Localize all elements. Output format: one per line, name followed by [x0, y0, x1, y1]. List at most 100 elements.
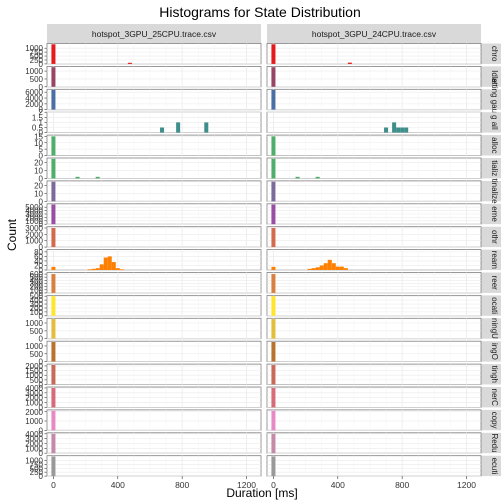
y-tick-label: 3000 — [25, 210, 43, 219]
panel-background — [46, 432, 262, 454]
y-tick-label: 1 — [39, 118, 44, 127]
panel-background — [266, 432, 482, 454]
panel-background — [266, 340, 482, 363]
histogram-bar — [51, 67, 56, 87]
y-tick-label: 3000 — [25, 389, 43, 398]
histogram-bar — [95, 176, 100, 179]
histogram-bar — [404, 127, 409, 133]
y-tick-label: 1500 — [25, 367, 43, 376]
row-strip-label: alloc — [490, 137, 499, 153]
panel-background — [46, 157, 262, 179]
row-strip-label: ecuti — [490, 457, 499, 474]
row-strip — [477, 295, 501, 316]
row-strip — [477, 203, 501, 225]
histogram-bar — [204, 122, 209, 133]
y-tick-label: 2 — [39, 108, 44, 117]
row-strip-label: ningU — [490, 318, 499, 339]
row-strip-label: copy — [490, 412, 499, 429]
panel-background — [46, 66, 262, 88]
y-tick-label: 0 — [39, 426, 44, 435]
column-strip — [267, 24, 481, 43]
y-tick-label: 0.5 — [32, 124, 44, 133]
y-tick-label: 6000 — [25, 88, 43, 97]
y-tick-label: 2000 — [25, 100, 43, 109]
panel-background — [46, 294, 262, 317]
row-strip-label: chro — [490, 46, 499, 62]
panel-background — [266, 409, 482, 431]
panel-background — [266, 386, 482, 408]
y-tick-label: 20 — [34, 182, 43, 191]
row-strip-label: tializ — [490, 160, 499, 176]
y-tick-label: 2000 — [25, 408, 43, 417]
row-strip-label: reer — [490, 276, 499, 291]
x-tick-label: 800 — [175, 480, 189, 490]
y-tick-label: 2000 — [25, 439, 43, 448]
panel-background — [46, 455, 262, 477]
panel-background — [46, 363, 262, 385]
histogram-bar — [271, 89, 276, 110]
panel-background — [266, 294, 482, 317]
x-tick-label: 1200 — [237, 480, 256, 490]
panel-background — [266, 226, 482, 248]
histogram-bar — [271, 296, 276, 316]
y-axis-label: Count — [5, 218, 19, 251]
histogram-bar — [51, 181, 56, 202]
panel-background — [46, 249, 262, 271]
y-tick-label: 400 — [30, 296, 44, 305]
histogram-bar — [91, 268, 96, 270]
y-tick-label: 100 — [30, 286, 44, 295]
row-strip — [477, 318, 501, 339]
histogram-bar — [127, 62, 132, 64]
histogram-bar — [87, 269, 92, 271]
panel-area: hotspot_3GPU_25CPU.trace.csv hotspot_3GPU… — [25, 24, 501, 490]
histogram-bar — [331, 263, 336, 270]
histogram-bar — [271, 387, 276, 408]
y-tick-label: 1000 — [25, 67, 43, 76]
histogram-bar — [51, 274, 56, 293]
histogram-bar — [271, 456, 276, 477]
column-strip — [47, 24, 261, 43]
panel-background — [266, 363, 482, 385]
histogram-bar — [271, 204, 276, 225]
y-tick-label: 1000 — [25, 371, 43, 380]
y-tick-label: 20 — [34, 159, 43, 168]
histogram-bar — [271, 433, 276, 454]
y-tick-label: 500 — [30, 292, 44, 301]
histogram-bar — [51, 433, 56, 454]
y-tick-label: 500 — [30, 327, 44, 336]
y-tick-label: 1000 — [25, 237, 43, 246]
y-tick-label: 400 — [30, 276, 44, 285]
row-strip-label: atting gauss — [490, 78, 499, 121]
y-tick-label: 250 — [30, 468, 44, 477]
y-tick-label: 200 — [30, 304, 44, 313]
y-tick-label: 0 — [39, 266, 44, 275]
y-tick-label: 0 — [39, 152, 44, 161]
histogram-bar — [51, 89, 56, 110]
histogram-bar — [323, 263, 328, 270]
row-strip — [477, 112, 501, 133]
y-tick-label: 3000 — [25, 224, 43, 233]
row-strip-label: ocati — [490, 297, 499, 314]
y-tick-label: 80 — [34, 248, 43, 257]
histogram-bar — [271, 67, 276, 87]
panel-background — [46, 340, 262, 363]
y-tick-label: 500 — [30, 75, 44, 84]
y-tick-label: 3000 — [25, 435, 43, 444]
chart-title: Histograms for State Distribution — [159, 4, 361, 20]
y-tick-label: 200 — [30, 283, 44, 292]
panel-background — [266, 317, 482, 340]
y-tick-label: 1000 — [25, 444, 43, 453]
histogram-bar — [107, 256, 112, 270]
row-strip — [477, 226, 501, 248]
histogram-bar — [271, 410, 276, 431]
y-tick-label: 1000 — [25, 44, 43, 53]
row-strip — [477, 432, 501, 454]
x-tick-label: 1200 — [457, 480, 476, 490]
y-tick-label: 0 — [39, 129, 44, 138]
row-strip — [477, 364, 501, 385]
histogram-bar — [51, 365, 56, 385]
y-tick-label: 2000 — [25, 394, 43, 403]
y-tick-label: 0 — [39, 335, 44, 344]
histogram-bar — [51, 456, 56, 477]
histogram-bar — [392, 122, 397, 133]
